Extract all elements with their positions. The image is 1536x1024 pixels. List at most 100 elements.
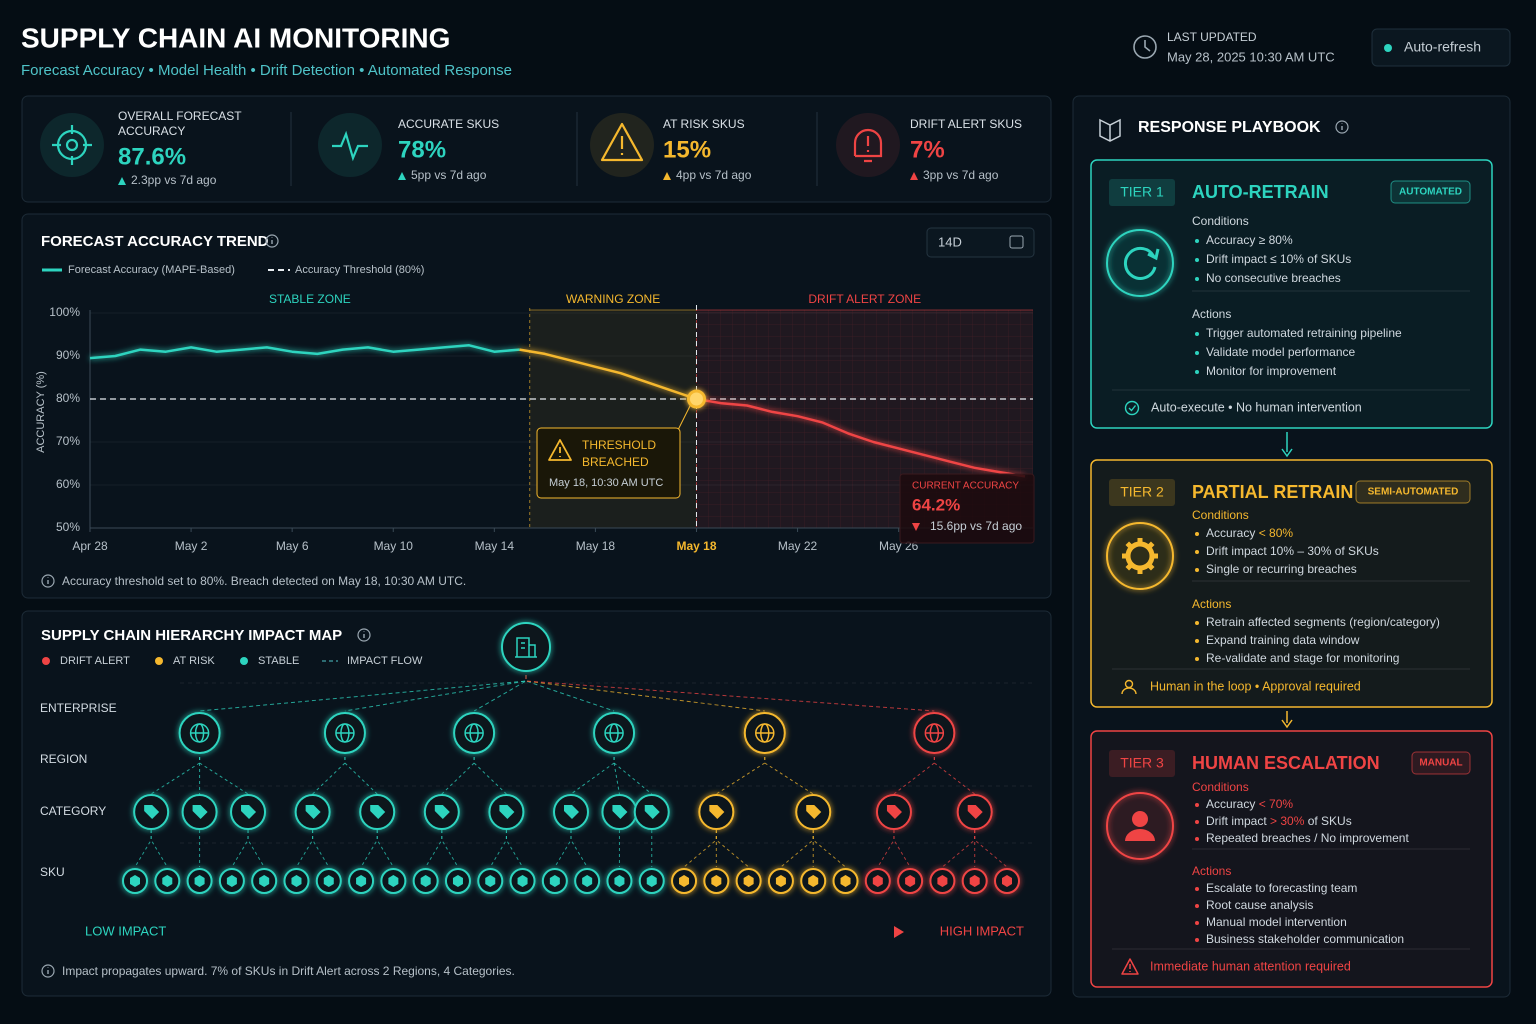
node-icon <box>612 805 628 819</box>
node-icon <box>323 875 334 887</box>
tier-footer: Human in the loop • Approval required <box>1150 679 1361 693</box>
legend-label: Forecast Accuracy (MAPE-Based) <box>68 264 235 276</box>
level-label: SKU <box>40 865 65 879</box>
node-icon <box>194 875 205 887</box>
bullet <box>1195 803 1199 807</box>
edge <box>489 812 507 868</box>
node-icon <box>614 875 625 887</box>
edge <box>441 733 475 795</box>
node-icon <box>356 875 367 887</box>
kpi-panel <box>21 95 1052 203</box>
bullet <box>1195 239 1199 243</box>
bullet <box>1195 370 1199 374</box>
delta-arrow <box>398 172 406 180</box>
node-icon <box>644 805 660 819</box>
edge <box>376 812 394 868</box>
edge <box>344 733 378 795</box>
action-item: Manual model intervention <box>1206 915 1347 929</box>
hierarchy-title: SUPPLY CHAIN HIERARCHY IMPACT MAP <box>41 627 342 644</box>
edge <box>231 812 249 868</box>
bullet <box>1195 904 1199 908</box>
zone-label: STABLE ZONE <box>269 292 351 306</box>
auto-refresh-button[interactable] <box>1371 28 1511 67</box>
kpi-value: 15% <box>663 136 711 163</box>
action-item: Escalate to forecasting team <box>1206 881 1357 895</box>
edge <box>716 733 766 795</box>
bullet <box>1195 837 1199 841</box>
impact-arrowhead <box>894 926 904 938</box>
edge <box>344 647 527 712</box>
node-icon <box>709 805 725 819</box>
action-item: Trigger automated retraining pipeline <box>1206 326 1402 340</box>
clock-hands <box>1144 40 1151 52</box>
x-tick-label: May 22 <box>778 539 818 553</box>
y-tick-label: 80% <box>56 391 80 405</box>
condition-part: Accuracy <box>1206 526 1259 540</box>
range-selector[interactable] <box>926 227 1035 258</box>
kpi-value: 87.6% <box>118 143 186 170</box>
node-icon <box>226 875 237 887</box>
kpi-delta: 4pp vs 7d ago <box>676 168 752 182</box>
kpi-value: 7% <box>910 136 945 163</box>
edge <box>360 812 378 868</box>
legend-label: DRIFT ALERT <box>60 655 130 667</box>
node-icon <box>775 875 786 887</box>
kpi-label: DRIFT ALERT SKUS <box>910 117 1022 131</box>
edge <box>893 733 935 795</box>
kpi-value: 78% <box>398 136 446 163</box>
x-tick-label: Apr 28 <box>72 539 108 553</box>
tier-card <box>1090 730 1493 988</box>
enterprise-node <box>501 622 551 672</box>
conditions-label: Conditions <box>1192 214 1249 228</box>
chart-note: Accuracy threshold set to 80%. Breach de… <box>62 574 466 588</box>
node-icon <box>549 875 560 887</box>
edge <box>554 812 572 868</box>
mode-badge <box>1390 180 1471 204</box>
node-icon <box>905 875 916 887</box>
node-icon <box>420 875 431 887</box>
action-item: Business stakeholder communication <box>1206 932 1404 946</box>
delta-arrow <box>912 523 920 531</box>
tier-card <box>1090 159 1493 429</box>
node-icon <box>434 805 450 819</box>
y-tick-label: 50% <box>56 520 80 534</box>
condition-part: Drift impact 10% – 30% of SKUs <box>1206 544 1379 558</box>
action-item: Root cause analysis <box>1206 898 1313 912</box>
edge <box>812 812 846 868</box>
node-icon <box>515 637 537 658</box>
action-item: Expand training data window <box>1206 633 1360 647</box>
edge <box>441 812 459 868</box>
tier-icon <box>1125 829 1155 841</box>
condition-part: < 80% <box>1259 526 1294 540</box>
node-icon <box>130 875 140 887</box>
condition-part: Drift impact <box>1206 814 1270 828</box>
bullet <box>1195 657 1199 661</box>
x-tick-label: May 6 <box>276 539 309 553</box>
actions-label: Actions <box>1192 597 1231 611</box>
kpi-icon <box>332 130 368 162</box>
kpi-delta: 3pp vs 7d ago <box>923 168 999 182</box>
tier-icon-ring <box>1106 229 1174 297</box>
action-item: Validate model performance <box>1206 345 1356 359</box>
text-line: OVERALL FORECAST <box>118 109 245 123</box>
conditions-label: Conditions <box>1192 508 1249 522</box>
kpi-delta: 2.3pp vs 7d ago <box>131 173 217 187</box>
y-tick-label: 90% <box>56 348 80 362</box>
edge <box>877 812 895 868</box>
current-delta: 15.6pp vs 7d ago <box>930 519 1022 533</box>
node-icon <box>1002 875 1012 887</box>
edge <box>613 733 653 795</box>
node-icon <box>162 875 173 887</box>
delta-arrow <box>663 172 671 180</box>
action-item: Monitor for improvement <box>1206 364 1337 378</box>
actions-label: Actions <box>1192 864 1231 878</box>
kpi-label: OVERALL FORECAST ACCURACY <box>118 109 245 138</box>
tier-badge <box>1109 750 1175 777</box>
legend-dot <box>42 657 50 665</box>
node-icon <box>370 805 386 819</box>
condition-part: Drift impact ≤ 10% of SKUs <box>1206 252 1351 266</box>
node-icon <box>452 875 463 887</box>
calendar-icon <box>1009 235 1024 249</box>
kpi-delta: 5pp vs 7d ago <box>411 168 487 182</box>
